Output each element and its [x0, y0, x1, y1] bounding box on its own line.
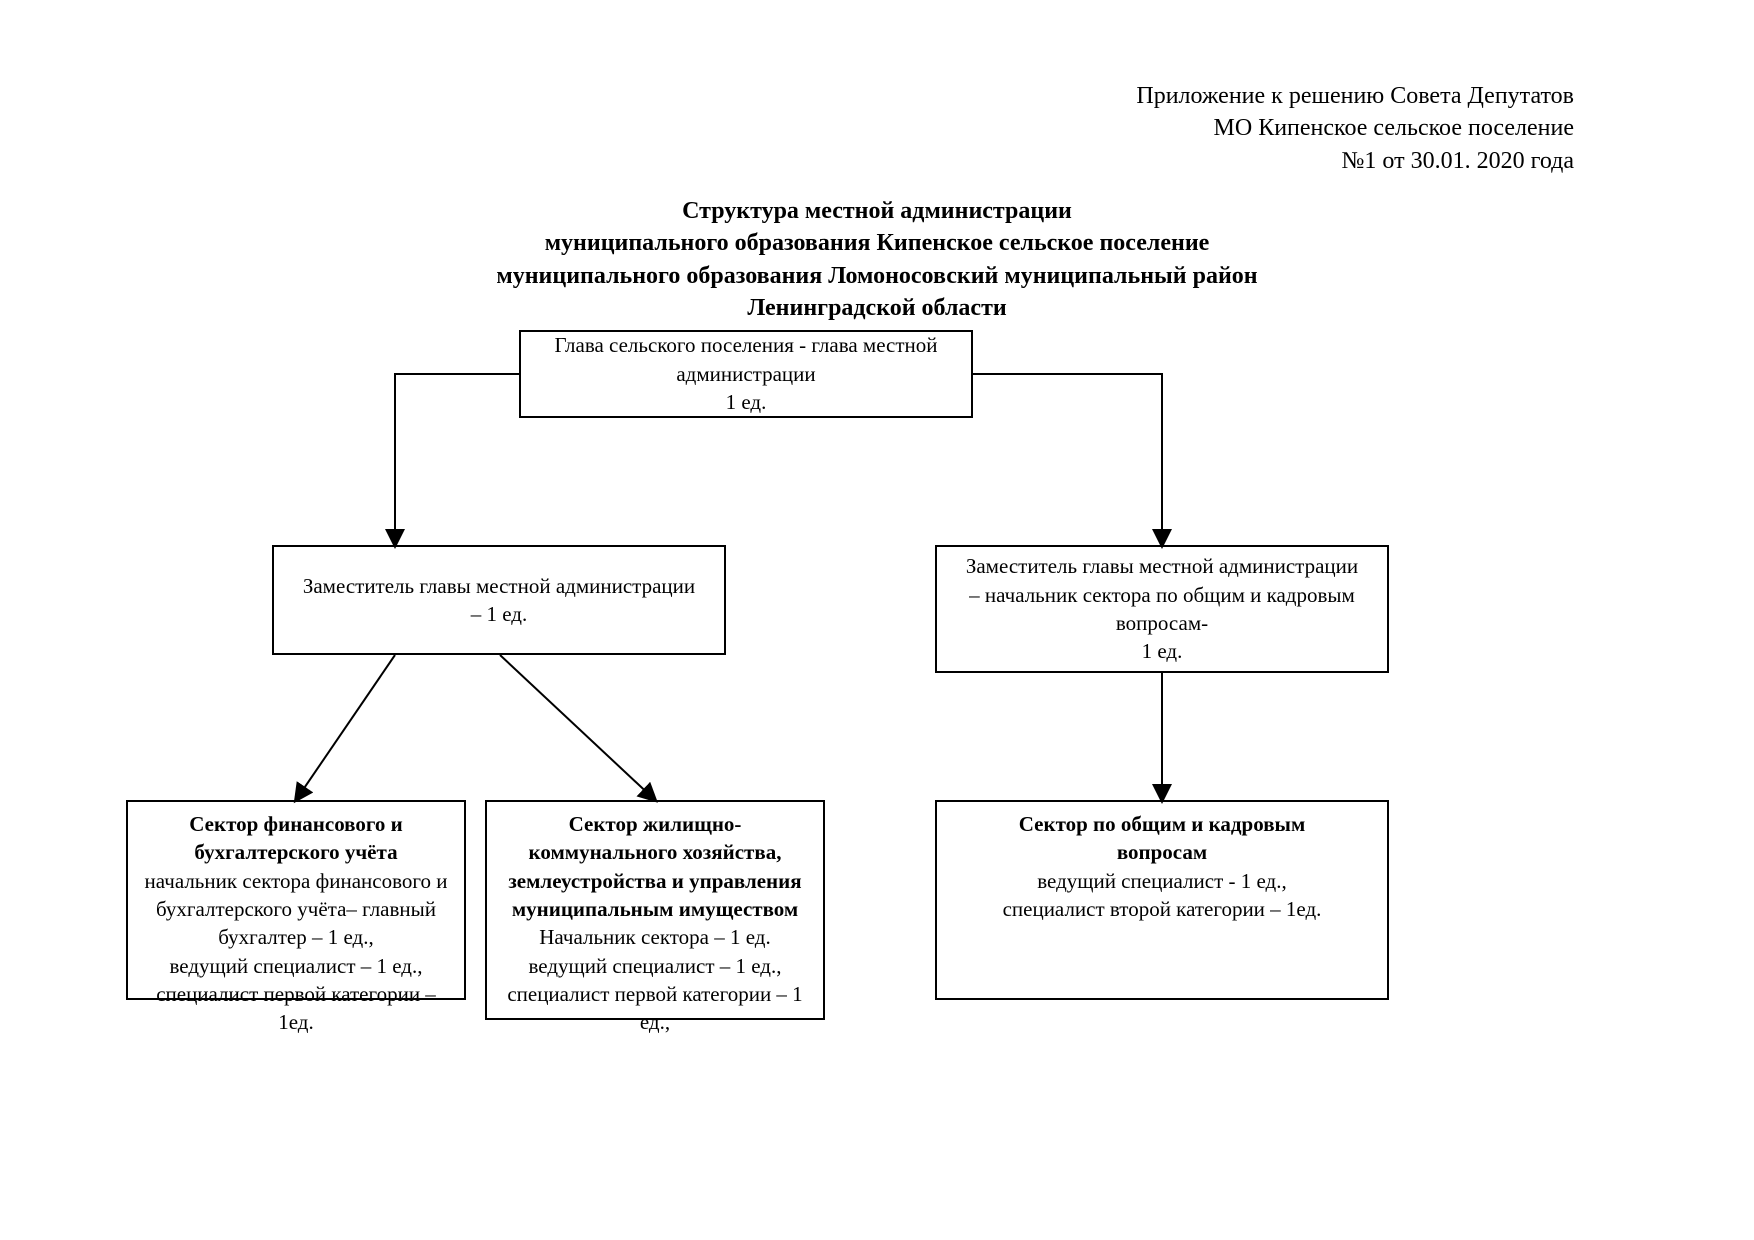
node-title: бухгалтерского учёта [140, 838, 452, 866]
node-text: бухгалтерского учёта– главный [140, 895, 452, 923]
node-title: Сектор по общим и кадровым [949, 810, 1375, 838]
node-text: специалист первой категории – 1 [499, 980, 811, 1008]
node-title: Сектор финансового и [140, 810, 452, 838]
node-text: ед., [499, 1008, 811, 1036]
title-line: Ленинградской области [0, 292, 1754, 324]
document-header: Приложение к решению Совета Депутатов МО… [1136, 80, 1574, 177]
node-text: специалист второй категории – 1ед. [949, 895, 1375, 923]
header-line: МО Кипенское сельское поселение [1136, 112, 1574, 144]
node-title: землеустройства и управления [499, 867, 811, 895]
node-title: вопросам [949, 838, 1375, 866]
header-line: №1 от 30.01. 2020 года [1136, 145, 1574, 177]
connector-layer [0, 0, 1754, 1240]
node-text: Заместитель главы местной администрации [286, 572, 712, 600]
node-text: администрации [533, 360, 959, 388]
node-text: 1 ед. [533, 388, 959, 416]
node-text: 1 ед. [949, 637, 1375, 665]
node-text: специалист первой категории –1ед. [140, 980, 452, 1037]
node-title: муниципальным имуществом [499, 895, 811, 923]
node-text: ведущий специалист – 1 ед., [499, 952, 811, 980]
title-line: муниципального образования Ломоносовский… [0, 260, 1754, 292]
org-node-head: Глава сельского поселения - глава местно… [519, 330, 973, 418]
node-text: бухгалтер – 1 ед., [140, 923, 452, 951]
org-node-deputy-right: Заместитель главы местной администрации … [935, 545, 1389, 673]
node-text: Начальник сектора – 1 ед. [499, 923, 811, 951]
node-text: Глава сельского поселения - глава местно… [533, 331, 959, 359]
title-line: Структура местной администрации [0, 195, 1754, 227]
title-line: муниципального образования Кипенское сел… [0, 227, 1754, 259]
node-text: ведущий специалист - 1 ед., [949, 867, 1375, 895]
node-text: – начальник сектора по общим и кадровым [949, 581, 1375, 609]
node-text: Заместитель главы местной администрации [949, 552, 1375, 580]
node-text: начальник сектора финансового и [140, 867, 452, 895]
node-text: вопросам- [949, 609, 1375, 637]
node-title: коммунального хозяйства, [499, 838, 811, 866]
document-title: Структура местной администрации муниципа… [0, 195, 1754, 325]
node-text: – 1 ед. [286, 600, 712, 628]
org-node-sector-finance: Сектор финансового и бухгалтерского учёт… [126, 800, 466, 1000]
org-node-deputy-left: Заместитель главы местной администрации … [272, 545, 726, 655]
header-line: Приложение к решению Совета Депутатов [1136, 80, 1574, 112]
node-text: ведущий специалист – 1 ед., [140, 952, 452, 980]
org-node-sector-general: Сектор по общим и кадровым вопросам веду… [935, 800, 1389, 1000]
node-title: Сектор жилищно- [499, 810, 811, 838]
org-node-sector-housing: Сектор жилищно- коммунального хозяйства,… [485, 800, 825, 1020]
